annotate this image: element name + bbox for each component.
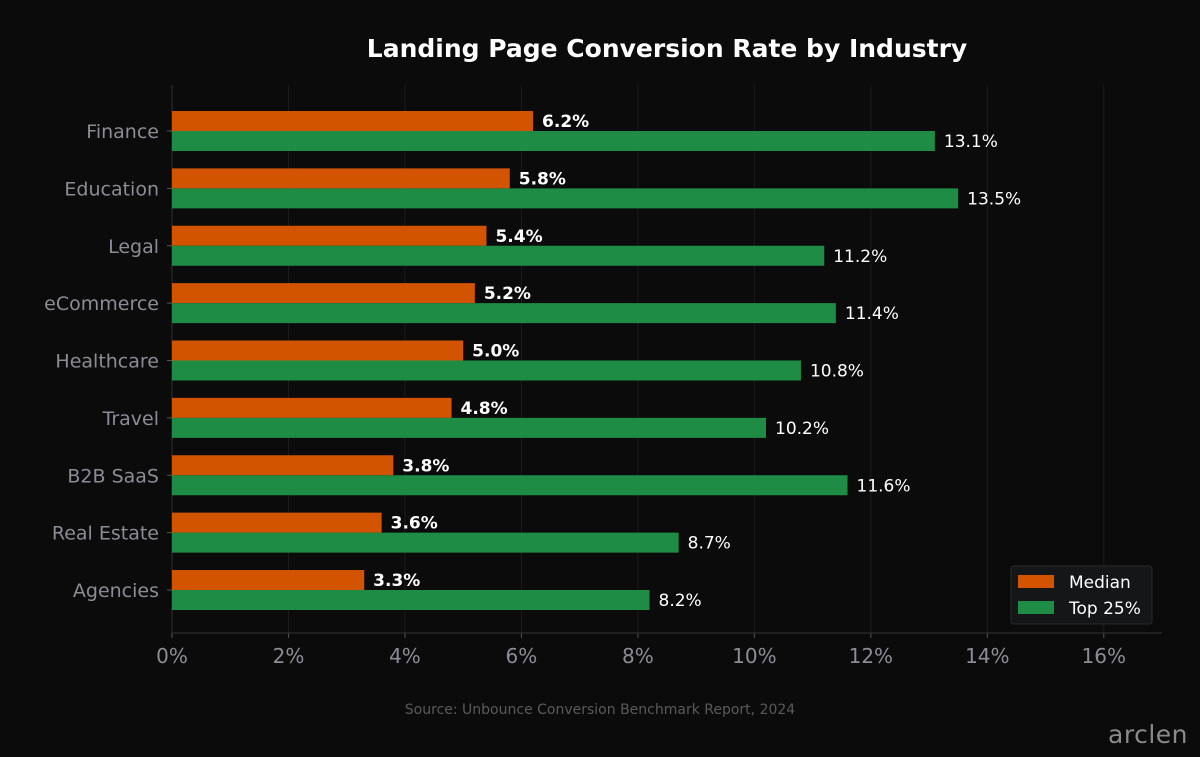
bar-median xyxy=(172,512,382,533)
bar-top25 xyxy=(172,131,935,151)
bar-top25 xyxy=(172,245,825,266)
legend-label: Median xyxy=(1069,573,1131,593)
legend-label: Top 25% xyxy=(1068,599,1141,619)
bar-top25 xyxy=(172,360,801,381)
y-tick-label: Real Estate xyxy=(52,523,159,545)
data-label: 5.4% xyxy=(495,227,542,247)
bar-median xyxy=(172,283,475,304)
y-tick-label: eCommerce xyxy=(44,293,159,315)
bar-median xyxy=(172,455,394,476)
y-tick-label: B2B SaaS xyxy=(67,465,159,487)
data-label: 13.1% xyxy=(944,132,998,152)
y-tick-label: Agencies xyxy=(73,580,159,602)
data-label: 5.0% xyxy=(472,342,519,362)
bar-top25 xyxy=(172,590,650,610)
bar-top25 xyxy=(172,417,766,438)
data-label: 11.6% xyxy=(857,476,911,496)
bar-top25 xyxy=(172,188,959,209)
x-tick-label: 4% xyxy=(389,644,421,668)
x-tick-label: 6% xyxy=(506,644,538,668)
x-tick-label: 16% xyxy=(1082,644,1126,668)
data-label: 8.7% xyxy=(688,534,731,554)
data-label: 3.6% xyxy=(391,514,438,534)
bar-top25 xyxy=(172,532,679,553)
bar-median xyxy=(172,340,464,361)
source-note: Source: Unbounce Conversion Benchmark Re… xyxy=(404,702,796,718)
data-label: 10.2% xyxy=(775,419,829,439)
watermark-logo: arclen xyxy=(1108,720,1188,749)
bar-median xyxy=(172,570,365,590)
x-tick-label: 12% xyxy=(849,644,893,668)
data-label: 13.5% xyxy=(967,189,1021,209)
chart-title: Landing Page Conversion Rate by Industry xyxy=(366,34,968,63)
data-label: 6.2% xyxy=(542,112,589,132)
data-label: 3.3% xyxy=(373,571,420,591)
bar-median xyxy=(172,397,452,418)
bar-top25 xyxy=(172,475,848,496)
data-label: 5.2% xyxy=(484,284,531,304)
x-tick-label: 0% xyxy=(156,644,188,668)
y-tick-label: Travel xyxy=(102,408,159,430)
bar-median xyxy=(172,225,487,246)
data-label: 10.8% xyxy=(810,362,864,382)
data-label: 11.4% xyxy=(845,304,899,324)
data-label: 5.8% xyxy=(519,169,566,189)
x-tick-label: 8% xyxy=(622,644,654,668)
x-tick-label: 14% xyxy=(965,644,1009,668)
y-tick-label: Education xyxy=(64,178,159,200)
x-tick-label: 10% xyxy=(732,644,776,668)
bar-median xyxy=(172,111,534,131)
legend-swatch xyxy=(1018,575,1054,588)
bar-top25 xyxy=(172,303,836,324)
data-label: 8.2% xyxy=(659,591,702,611)
legend-swatch xyxy=(1018,601,1054,614)
bar-median xyxy=(172,168,510,189)
data-label: 4.8% xyxy=(461,399,508,419)
y-tick-label: Legal xyxy=(108,236,159,258)
data-label: 3.8% xyxy=(402,456,449,476)
data-label: 11.2% xyxy=(833,247,887,267)
y-tick-label: Finance xyxy=(86,121,159,143)
y-tick-label: Healthcare xyxy=(55,351,159,373)
x-tick-label: 2% xyxy=(273,644,305,668)
